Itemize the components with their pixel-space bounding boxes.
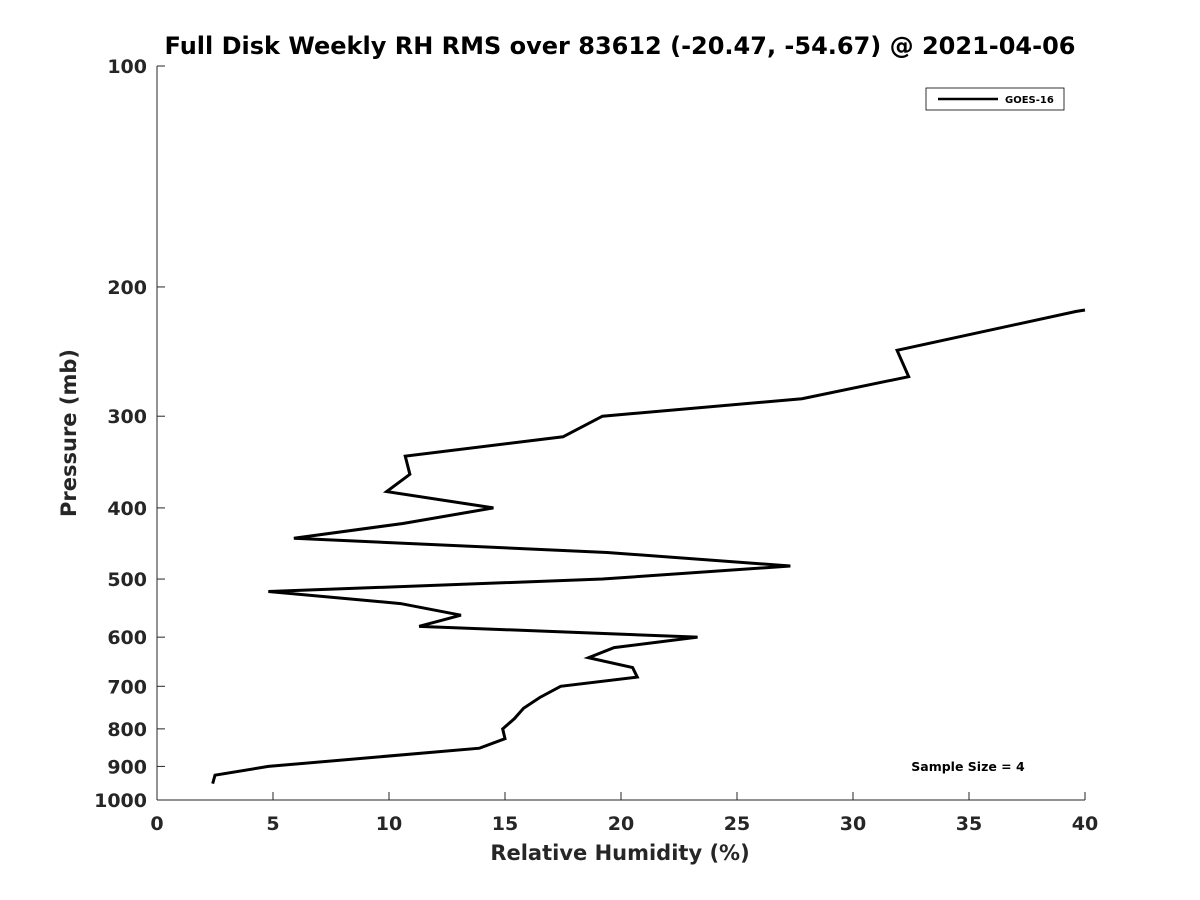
x-tick-label: 30 bbox=[840, 813, 866, 835]
x-tick-label: 20 bbox=[608, 813, 634, 835]
y-tick-label: 300 bbox=[107, 406, 147, 428]
x-axis-label: Relative Humidity (%) bbox=[490, 841, 749, 865]
legend-label-goes-16: GOES-16 bbox=[1005, 95, 1054, 106]
x-tick-label: 10 bbox=[376, 813, 402, 835]
x-tick-label: 40 bbox=[1072, 813, 1098, 835]
y-axis-label: Pressure (mb) bbox=[57, 349, 81, 517]
plot-area: 0 5 10 15 20 25 30 35 40 100 200 300 400 500 600 700 800… bbox=[94, 56, 1098, 835]
x-tick-label: 25 bbox=[724, 813, 750, 835]
legend: GOES-16 bbox=[925, 87, 1065, 111]
y-tick-label: 600 bbox=[107, 627, 147, 649]
y-tick-label: 500 bbox=[107, 569, 147, 591]
sample-size-annotation: Sample Size = 4 bbox=[911, 759, 1025, 774]
y-tick-label: 700 bbox=[107, 676, 147, 698]
y-tick-label: 900 bbox=[107, 756, 147, 778]
y-tick-label: 400 bbox=[107, 498, 147, 520]
x-tick-label: 35 bbox=[956, 813, 982, 835]
series-line-goes-16 bbox=[211, 308, 1086, 785]
y-tick-label: 100 bbox=[107, 56, 147, 78]
y-tick-label: 200 bbox=[107, 277, 147, 299]
chart-title: Full Disk Weekly RH RMS over 83612 (-20.… bbox=[165, 32, 1076, 60]
y-tick-label: 1000 bbox=[94, 790, 147, 812]
x-tick-label: 5 bbox=[266, 813, 279, 835]
x-tick-label: 15 bbox=[492, 813, 518, 835]
y-tick-label: 800 bbox=[107, 719, 147, 741]
x-tick-label: 0 bbox=[150, 813, 163, 835]
